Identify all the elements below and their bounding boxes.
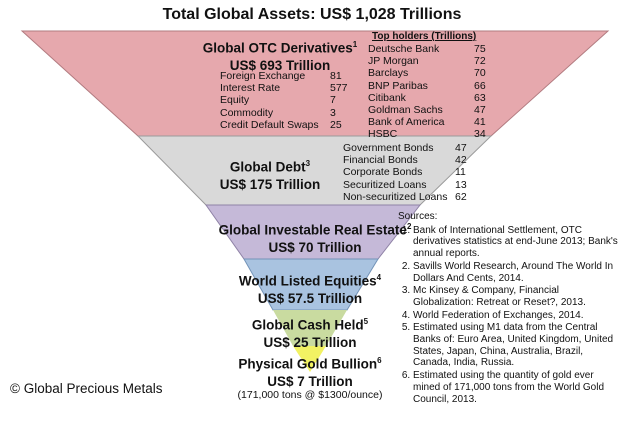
debt-breakdown-list: Government Bonds 47 Financial Bonds 42 Corpo… (343, 142, 467, 203)
holder-value: 66 (474, 79, 486, 92)
otc-value: US$ 693 Trillion (229, 57, 331, 73)
cash-value: US$ 25 Trillion (263, 334, 357, 350)
sources-panel: Sources: Bank of International Settlemen… (398, 211, 620, 406)
sources-list: Bank of International Settlement, OTC de… (398, 225, 620, 406)
holder-label: JP Morgan (368, 55, 419, 68)
real-estate-title: Global Investable Real Estate2 US$ 70 Tr… (160, 218, 470, 256)
otc-item-row: Equity 7 (220, 94, 336, 107)
cash-held-segment (273, 310, 347, 346)
otc-item-value: 7 (330, 94, 336, 107)
holder-row: Goldman Sachs 47 (368, 104, 486, 117)
holder-label: Barclays (368, 67, 409, 80)
otc-name: Global OTC Derivatives (202, 40, 353, 56)
equities-title: World Listed Equities4 US$ 57.5 Trillion (190, 269, 430, 307)
otc-item-row: Credit Default Swaps 25 (220, 118, 342, 131)
debt-item-label: Non-securitized Loans (343, 190, 448, 203)
holder-row: BNP Paribas 66 (368, 79, 486, 92)
top-holders-list: Deutsche Bank 75 JP Morgan 72 Barclays 70 BNP … (368, 43, 486, 141)
otc-item-value: 3 (330, 106, 336, 119)
debt-item-label: Financial Bonds (343, 154, 418, 167)
real-estate-name: Global Investable Real Estate (218, 222, 407, 238)
otc-item-label: Equity (220, 94, 250, 107)
debt-footnote: 3 (305, 159, 311, 168)
gold-bullion-segment (293, 346, 326, 372)
otc-title: Global OTC Derivatives1 US$ 693 Trillion (180, 36, 380, 74)
holder-row: Barclays 70 (368, 67, 486, 80)
holder-value: 47 (474, 104, 486, 117)
source-item: Savills World Research, Around The World… (413, 261, 620, 284)
page-title: Total Global Assets: US$ 1,028 Trillions (162, 6, 462, 23)
cash-title: Global Cash Held5 US$ 25 Trillion (200, 313, 420, 351)
otc-footnote: 1 (352, 40, 358, 49)
otc-item-row: Interest Rate 577 (220, 82, 348, 95)
holder-row: Citibank 63 (368, 91, 486, 104)
holder-row: JP Morgan 72 (368, 55, 486, 68)
debt-item-label: Government Bonds (343, 142, 434, 154)
equities-name: World Listed Equities (238, 273, 377, 289)
otc-item-label: Interest Rate (220, 82, 281, 95)
holder-value: 41 (474, 116, 486, 129)
otc-item-label: Foreign Exchange (220, 70, 306, 82)
equities-footnote: 4 (376, 273, 382, 282)
otc-item-label: Commodity (220, 106, 274, 119)
source-item: Mc Kinsey & Company, Financial Globaliza… (413, 285, 620, 308)
debt-item-row: Securitized Loans 13 (343, 178, 467, 191)
debt-item-value: 47 (455, 142, 467, 154)
holder-label: Goldman Sachs (368, 104, 443, 117)
debt-value: US$ 175 Trillion (219, 176, 321, 192)
sources-heading: Sources: (398, 211, 438, 222)
debt-item-value: 13 (455, 178, 467, 191)
debt-item-value: 42 (455, 154, 467, 167)
holder-row: HSBC 34 (368, 128, 486, 141)
holder-label: BNP Paribas (368, 79, 428, 92)
holder-value: 63 (474, 91, 486, 104)
debt-title: Global Debt3 US$ 175 Trillion (195, 155, 345, 193)
otc-item-value: 577 (330, 82, 348, 95)
otc-item-row: Commodity 3 (220, 106, 336, 119)
holder-value: 34 (474, 128, 486, 141)
gold-note: (171,000 tons @ $1300/ounce) (237, 389, 383, 401)
debt-item-row: Corporate Bonds 11 (343, 166, 466, 179)
holder-label: Bank of America (368, 116, 445, 129)
holder-value: 70 (474, 67, 486, 80)
debt-item-label: Securitized Loans (343, 178, 427, 191)
holder-value: 72 (474, 55, 486, 68)
cash-footnote: 5 (363, 317, 369, 326)
otc-breakdown-list: Foreign Exchange 81 Interest Rate 577 Equity… (220, 70, 348, 131)
copyright-text: © Global Precious Metals (10, 381, 163, 396)
holder-value: 75 (474, 43, 486, 55)
top-holders-title: Top holders (Trillions) (372, 31, 477, 42)
debt-item-row: Non-securitized Loans 62 (343, 190, 467, 203)
gold-title: Physical Gold Bullion6 US$ 7 Trillion (180, 352, 440, 390)
cash-name: Global Cash Held (251, 317, 364, 333)
real-estate-value: US$ 70 Trillion (268, 239, 362, 255)
otc-item-value: 25 (330, 118, 342, 131)
debt-item-value: 62 (455, 190, 467, 203)
source-item: Estimated using M1 data from the Central… (413, 322, 620, 369)
source-item: Estimated using the quantity of gold eve… (413, 370, 620, 405)
debt-item-row: Financial Bonds 42 (343, 154, 467, 167)
real-estate-footnote: 2 (406, 222, 412, 231)
source-item: World Federation of Exchanges, 2014. (413, 310, 620, 322)
holder-label: Deutsche Bank (368, 43, 440, 55)
holder-label: Citibank (368, 91, 406, 104)
gold-footnote: 6 (377, 356, 382, 365)
gold-name: Physical Gold Bullion (238, 356, 378, 372)
source-item: Bank of International Settlement, OTC de… (413, 225, 620, 260)
debt-item-label: Corporate Bonds (343, 166, 423, 179)
holder-row: Deutsche Bank 75 (368, 43, 486, 55)
debt-item-row: Government Bonds 47 (343, 142, 467, 154)
debt-item-value: 11 (455, 166, 466, 179)
otc-item-label: Credit Default Swaps (220, 118, 319, 131)
gold-value: US$ 7 Trillion (267, 373, 353, 389)
debt-name: Global Debt (229, 159, 306, 175)
otc-item-value: 81 (330, 70, 342, 82)
holder-row: Bank of America 41 (368, 116, 486, 129)
equities-value: US$ 57.5 Trillion (257, 290, 363, 306)
holder-label: HSBC (368, 128, 398, 141)
otc-item-row: Foreign Exchange 81 (220, 70, 342, 82)
